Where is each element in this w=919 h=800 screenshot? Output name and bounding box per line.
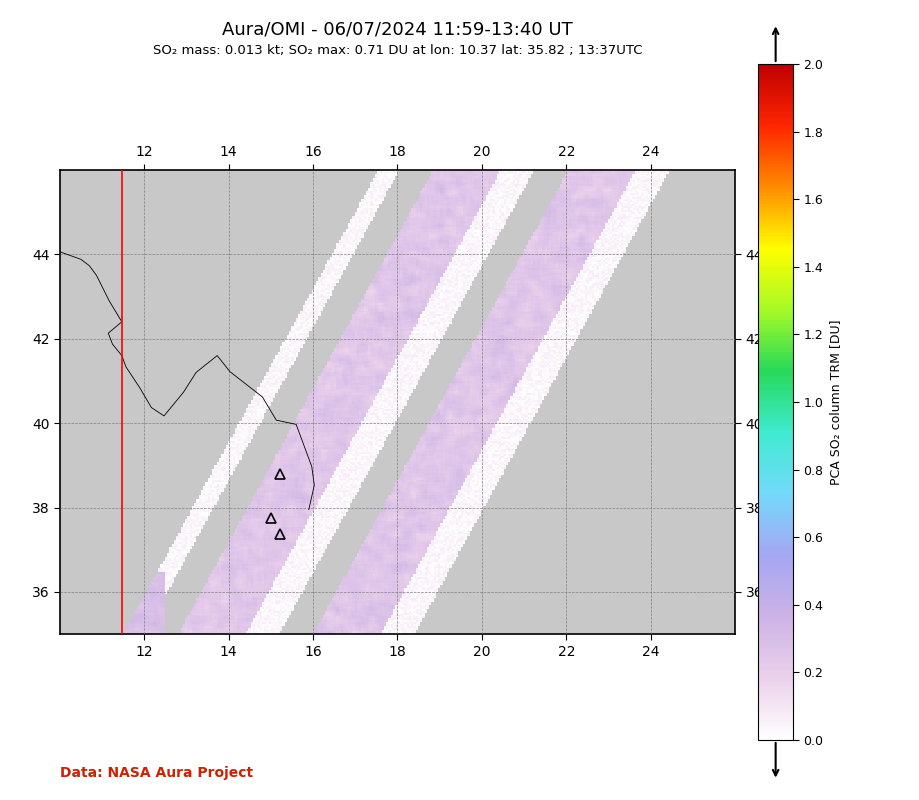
Y-axis label: PCA SO₂ column TRM [DU]: PCA SO₂ column TRM [DU] (829, 319, 842, 485)
Text: Aura/OMI - 06/07/2024 11:59-13:40 UT: Aura/OMI - 06/07/2024 11:59-13:40 UT (222, 20, 573, 38)
Text: SO₂ mass: 0.013 kt; SO₂ max: 0.71 DU at lon: 10.37 lat: 35.82 ; 13:37UTC: SO₂ mass: 0.013 kt; SO₂ max: 0.71 DU at … (153, 44, 642, 57)
Text: Data: NASA Aura Project: Data: NASA Aura Project (60, 766, 253, 780)
